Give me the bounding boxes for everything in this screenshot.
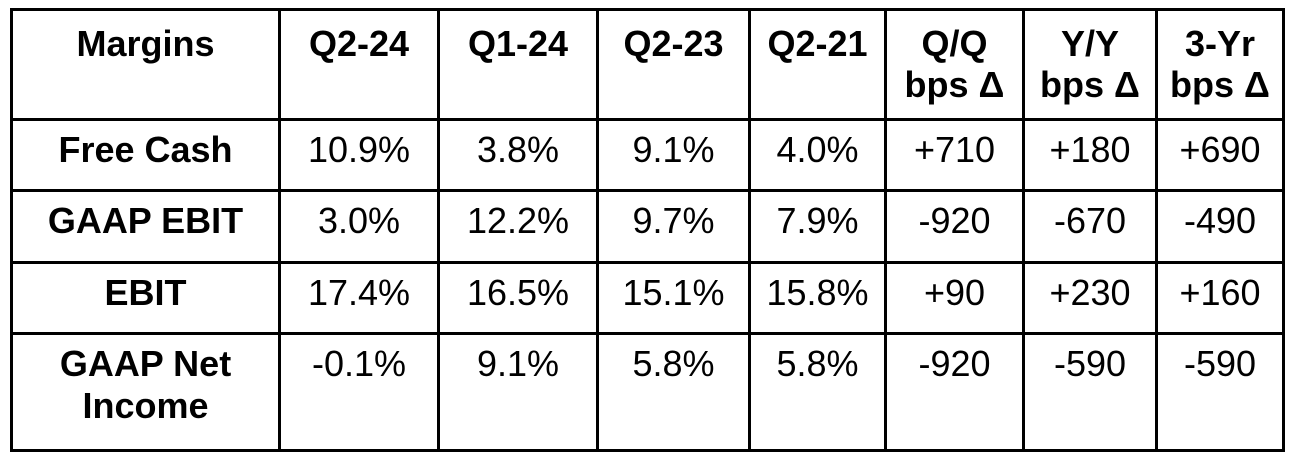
row-label: Free Cash (10, 118, 281, 192)
column-header-label: Q2-24 (308, 23, 410, 64)
value-cell: 9.7% (596, 189, 751, 264)
value-cell: -0.1% (278, 332, 440, 452)
value-cell: 15.1% (596, 261, 751, 335)
value-cell: 10.9% (278, 118, 440, 192)
value-cell: -590 (1155, 332, 1285, 452)
column-header-q2-21: Q2-21 (748, 8, 887, 121)
value-cell: +230 (1022, 261, 1158, 335)
column-header-subline: bps Δ (904, 64, 1005, 105)
column-header-label: Q1-24 (467, 23, 569, 64)
column-header-q2-23: Q2-23 (596, 8, 751, 121)
value-cell: 12.2% (437, 189, 599, 264)
row-label: GAAP EBIT (10, 189, 281, 264)
row-label: EBIT (10, 261, 281, 335)
margins-table: Margins Q2-24 Q1-24 Q2-23 Q2-21 (10, 8, 1285, 452)
column-header-qq-bps-delta: Q/Q bps Δ (884, 8, 1025, 121)
value-cell: -920 (884, 332, 1025, 452)
value-cell: -490 (1155, 189, 1285, 264)
column-header-label: Margins (76, 23, 215, 64)
value-cell: 5.8% (596, 332, 751, 452)
column-header-label: Q2-21 (767, 23, 868, 64)
row-gaap-net-income: GAAP Net Income -0.1% 9.1% 5.8% 5.8% -92… (10, 332, 1285, 452)
value-cell: +90 (884, 261, 1025, 335)
column-header-label: Q/Q (921, 23, 988, 64)
value-cell: +690 (1155, 118, 1285, 192)
value-cell: 3.8% (437, 118, 599, 192)
column-header-yy-bps-delta: Y/Y bps Δ (1022, 8, 1158, 121)
row-gaap-ebit: GAAP EBIT 3.0% 12.2% 9.7% 7.9% -920 -670… (10, 189, 1285, 264)
value-cell: -590 (1022, 332, 1158, 452)
column-header-subline: bps Δ (1040, 64, 1140, 105)
value-cell: +710 (884, 118, 1025, 192)
row-label: GAAP Net Income (10, 332, 281, 452)
column-header-3yr-bps-delta: 3-Yr bps Δ (1155, 8, 1285, 121)
value-cell: -920 (884, 189, 1025, 264)
row-free-cash: Free Cash 10.9% 3.8% 9.1% 4.0% +710 +180… (10, 118, 1285, 192)
value-cell: 5.8% (748, 332, 887, 452)
value-cell: 4.0% (748, 118, 887, 192)
value-cell: +180 (1022, 118, 1158, 192)
column-header-label: Q2-23 (623, 23, 724, 64)
value-cell: 15.8% (748, 261, 887, 335)
value-cell: 3.0% (278, 189, 440, 264)
value-cell: -670 (1022, 189, 1158, 264)
value-cell: +160 (1155, 261, 1285, 335)
value-cell: 16.5% (437, 261, 599, 335)
column-header-margins: Margins (10, 8, 281, 121)
column-header-q1-24: Q1-24 (437, 8, 599, 121)
column-header-label: Y/Y (1060, 23, 1120, 64)
column-header-subline: bps Δ (1170, 64, 1270, 105)
value-cell: 9.1% (437, 332, 599, 452)
margins-table-container: Margins Q2-24 Q1-24 Q2-23 Q2-21 (10, 8, 1285, 452)
value-cell: 9.1% (596, 118, 751, 192)
value-cell: 7.9% (748, 189, 887, 264)
row-ebit: EBIT 17.4% 16.5% 15.1% 15.8% +90 +230 +1… (10, 261, 1285, 335)
column-header-label: 3-Yr (1184, 23, 1256, 64)
column-header-q2-24: Q2-24 (278, 8, 440, 121)
header-row: Margins Q2-24 Q1-24 Q2-23 Q2-21 (10, 8, 1285, 121)
value-cell: 17.4% (278, 261, 440, 335)
